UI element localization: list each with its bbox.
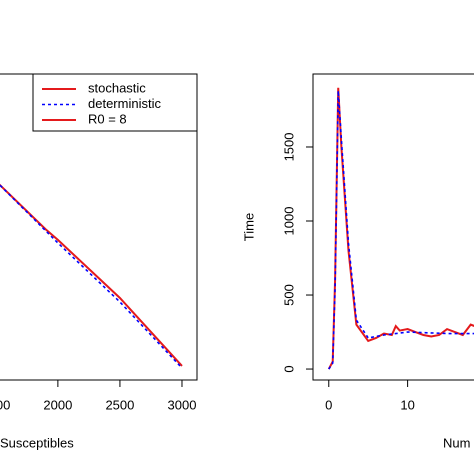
series-line: [0, 183, 183, 367]
legend-label: stochastic: [88, 80, 146, 95]
y-tick-label: 1500: [281, 133, 296, 162]
x-axis-label: Susceptibles: [0, 435, 74, 450]
x-tick-label: 2500: [105, 397, 134, 412]
x-tick-label: 3000: [168, 397, 197, 412]
y-tick-label: 0: [281, 365, 296, 372]
plot-frame: [312, 73, 474, 381]
x-tick-label: 1500: [0, 397, 10, 412]
y-tick-label: 500: [281, 284, 296, 306]
x-tick-label: 10: [400, 397, 414, 412]
series-line: [0, 184, 183, 369]
legend-frame: [32, 73, 198, 132]
legend-label: R0 = 8: [88, 111, 127, 126]
series-line: [328, 90, 474, 370]
x-tick-label: 2000: [43, 397, 72, 412]
y-tick-label: 1000: [281, 207, 296, 236]
y-axis-label: Time: [241, 213, 256, 241]
x-axis-label: Num: [443, 435, 470, 450]
legend-label: deterministic: [88, 96, 161, 111]
x-tick-label: 0: [325, 397, 332, 412]
series-line: [327, 87, 474, 370]
